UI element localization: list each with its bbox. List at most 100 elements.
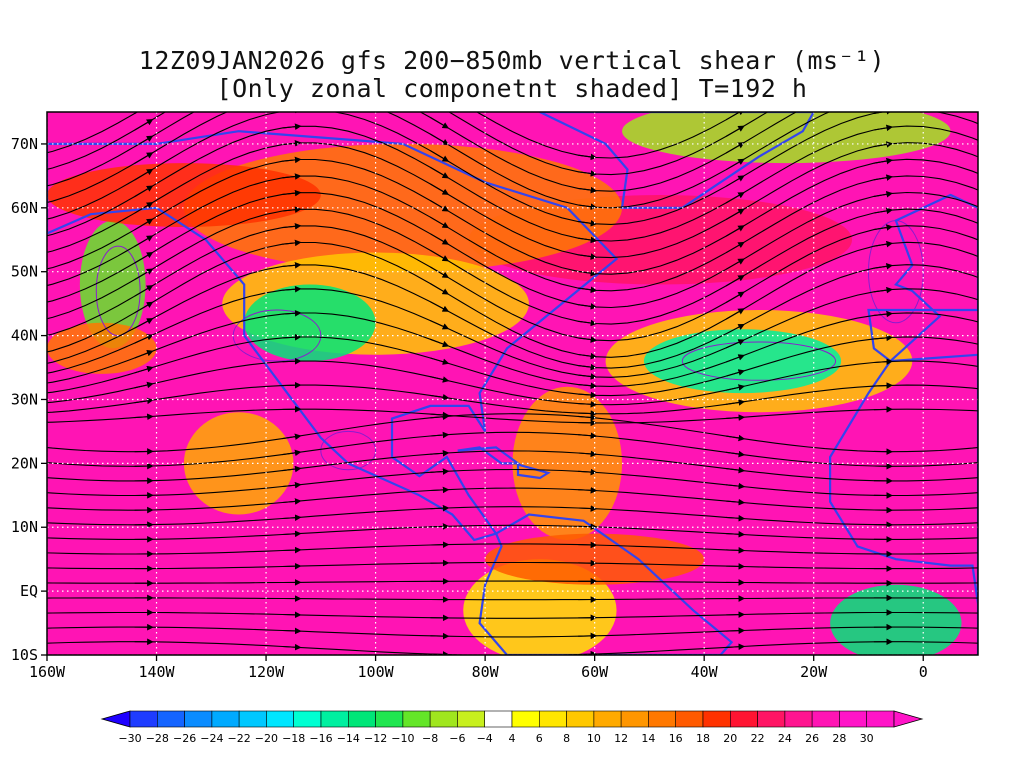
colorbar-swatch bbox=[839, 710, 868, 728]
streamline-arrow bbox=[725, 241, 745, 254]
streamline bbox=[47, 561, 978, 570]
streamline-arrow bbox=[282, 481, 302, 489]
lat-tick-label: 20N bbox=[11, 454, 38, 472]
streamline-arrow bbox=[430, 200, 450, 212]
colorbar-label: 30 bbox=[860, 732, 874, 745]
streamline-arrow bbox=[430, 133, 450, 146]
streamline bbox=[47, 112, 831, 209]
streamline-arrow bbox=[578, 410, 598, 417]
colorbar-label: −8 bbox=[422, 732, 438, 745]
streamline-arrow bbox=[578, 414, 598, 421]
streamline-arrow bbox=[578, 153, 598, 161]
streamline-arrow bbox=[430, 84, 446, 94]
streamline-arrow bbox=[873, 240, 894, 248]
colorbar-label: 20 bbox=[723, 732, 737, 745]
streamline-arrow bbox=[134, 168, 154, 181]
streamline-arrow bbox=[430, 320, 450, 330]
colorbar-label: 6 bbox=[536, 732, 543, 745]
streamline-arrow bbox=[430, 166, 450, 179]
streamline-arrow bbox=[726, 414, 746, 421]
streamline-arrow bbox=[725, 142, 745, 154]
streamline bbox=[47, 225, 978, 342]
streamline-arrow bbox=[282, 239, 302, 247]
streamline-arrow bbox=[725, 291, 745, 303]
streamline-arrow bbox=[430, 411, 450, 419]
streamline-arrow bbox=[430, 117, 450, 129]
streamline bbox=[47, 112, 769, 176]
colorbar-label: −24 bbox=[200, 732, 223, 745]
streamline-arrow bbox=[578, 505, 598, 512]
streamline-arrow bbox=[134, 397, 154, 405]
streamline-arrow bbox=[578, 303, 598, 310]
longitude-axis: 160W 140W 120W 100W 80W 60W 40W 20W 0 bbox=[29, 655, 928, 681]
streamline-arrow bbox=[578, 487, 598, 494]
streamline-arrow bbox=[578, 186, 598, 194]
colorbar-over-arrow bbox=[893, 710, 924, 728]
streamline bbox=[47, 384, 978, 415]
streamline-arrow bbox=[282, 530, 302, 538]
streamline-arrow bbox=[578, 363, 598, 371]
colorbar-swatch bbox=[211, 710, 240, 728]
streamline-arrow bbox=[578, 170, 598, 177]
lat-tick-label: 10S bbox=[11, 646, 38, 664]
colorbar-swatch bbox=[811, 710, 840, 728]
colorbar-label: −10 bbox=[391, 732, 414, 745]
streamline-arrow bbox=[430, 216, 450, 229]
streamline bbox=[47, 112, 741, 159]
streamline bbox=[47, 597, 978, 601]
streamline bbox=[47, 175, 978, 292]
lat-tick-label: 60N bbox=[11, 199, 38, 217]
streamline-arrow bbox=[283, 76, 299, 78]
streamline-arrow bbox=[726, 498, 746, 506]
streamline-arrow bbox=[430, 338, 450, 348]
streamline-arrow bbox=[726, 643, 746, 651]
streamline-arrow bbox=[578, 468, 598, 476]
streamline-arrow bbox=[873, 310, 894, 318]
streamline-arrow bbox=[578, 319, 598, 327]
streamline-arrow bbox=[725, 323, 745, 335]
colorbar-swatch bbox=[375, 710, 404, 728]
contour-line bbox=[681, 341, 837, 381]
streamline-arrow bbox=[725, 339, 745, 349]
lon-tick-label: 0 bbox=[919, 663, 928, 681]
coastline bbox=[478, 513, 734, 655]
streamline-arrow bbox=[726, 547, 746, 554]
colorbar-label: −22 bbox=[227, 732, 250, 745]
colorbar: −30 −28 −26 −24 −22 −20 −18 −16 −14 −12 −10 −8 −6 −4 4… bbox=[100, 710, 924, 745]
streamline-arrow bbox=[282, 206, 302, 213]
streamline-arrow bbox=[134, 135, 154, 148]
colorbar-swatch bbox=[648, 710, 677, 728]
coastlines bbox=[47, 112, 978, 655]
colorbar-label: −16 bbox=[309, 732, 332, 745]
streamline bbox=[47, 191, 978, 309]
colorbar-label: 4 bbox=[509, 732, 516, 745]
streamline-arrow bbox=[725, 369, 746, 377]
lon-tick-label: 60W bbox=[581, 663, 609, 681]
streamline-arrow bbox=[430, 249, 450, 262]
colorbar-label: 18 bbox=[696, 732, 710, 745]
colorbar-label: −20 bbox=[255, 732, 278, 745]
colorbar-swatch bbox=[266, 710, 294, 728]
streamline-arrow bbox=[282, 357, 302, 365]
colorbar-swatch bbox=[129, 710, 158, 728]
streamline-arrow bbox=[873, 112, 894, 115]
colorbar-swatch bbox=[320, 710, 349, 728]
shading-region bbox=[643, 329, 842, 394]
colorbar-swatch bbox=[675, 710, 704, 728]
streamline-arrow bbox=[430, 233, 450, 245]
streamline-arrow bbox=[430, 183, 450, 195]
streamline-arrow bbox=[282, 465, 302, 473]
lat-tick-label: 70N bbox=[11, 135, 38, 153]
streamline-arrow bbox=[873, 382, 894, 389]
streamline-arrow bbox=[578, 391, 598, 399]
streamline bbox=[47, 431, 978, 467]
streamline-arrow bbox=[430, 150, 450, 162]
streamline-arrow bbox=[874, 61, 891, 64]
streamline-arrow bbox=[725, 308, 745, 320]
streamline bbox=[47, 208, 978, 325]
streamline-arrow bbox=[134, 365, 154, 374]
streamline-arrow bbox=[134, 301, 154, 314]
streamline-arrow bbox=[578, 400, 598, 408]
streamline bbox=[47, 288, 978, 378]
